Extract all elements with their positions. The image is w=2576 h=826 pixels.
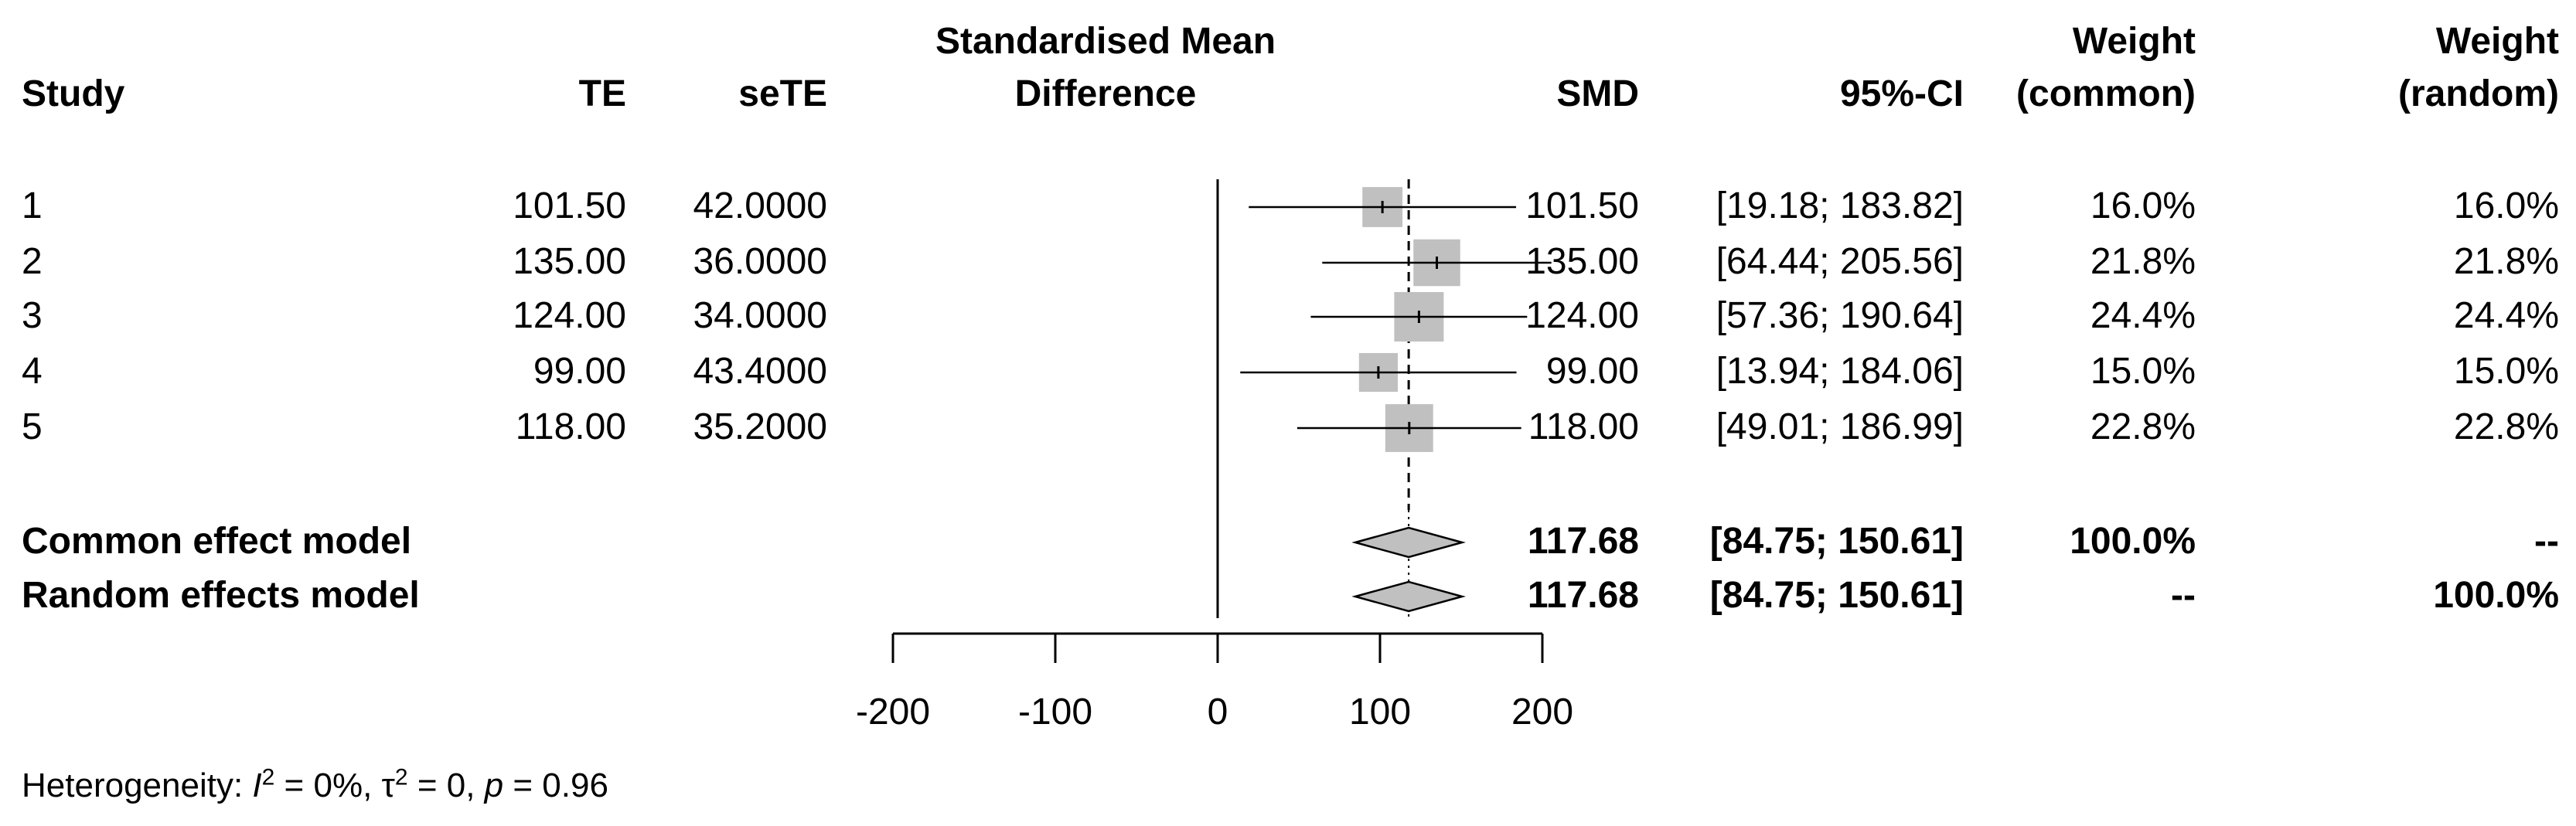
x-axis-tick-label: -100 [1017, 692, 1093, 733]
study-weight-common: 15.0% [2090, 351, 2196, 392]
model-weight-random: 100.0% [2433, 575, 2559, 616]
study-te: 99.00 [533, 351, 626, 392]
header-study: Study [22, 73, 125, 114]
study-smd: 118.00 [1528, 406, 1639, 447]
model-smd: 117.68 [1527, 575, 1639, 616]
header-plot-line1: Standardised Mean [935, 21, 1276, 62]
header-weight-random-line2: (random) [2398, 73, 2559, 114]
study-sete: 43.4000 [693, 351, 827, 392]
header-weight-common-line1: Weight [2072, 21, 2196, 62]
header-plot-line2: Difference [1014, 73, 1197, 114]
header-sete: seTE [738, 73, 827, 114]
study-label: 4 [22, 351, 43, 392]
study-sete: 35.2000 [693, 406, 827, 447]
study-ci: [19.18; 183.82] [1716, 185, 1964, 226]
study-smd: 135.00 [1525, 241, 1639, 282]
x-axis-tick-label: 200 [1511, 692, 1574, 733]
study-label: 1 [22, 185, 43, 226]
study-ci: [64.44; 205.56] [1716, 241, 1964, 282]
study-smd: 124.00 [1525, 295, 1639, 336]
study-label: 3 [22, 295, 43, 336]
header-smd: SMD [1556, 73, 1639, 114]
study-te: 101.50 [513, 185, 626, 226]
header-ci: 95%-CI [1839, 73, 1964, 114]
header-te: TE [578, 73, 626, 114]
study-te: 135.00 [513, 241, 626, 282]
study-weight-common: 24.4% [2090, 295, 2196, 336]
study-weight-random: 15.0% [2453, 351, 2559, 392]
study-label: 2 [22, 241, 43, 282]
header-weight-random-line1: Weight [2435, 21, 2559, 62]
model-smd: 117.68 [1527, 521, 1639, 562]
model-diamond [1351, 526, 1466, 559]
study-label: 5 [22, 406, 43, 447]
study-sete: 36.0000 [693, 241, 827, 282]
model-label: Random effects model [22, 575, 420, 616]
study-weight-random: 24.4% [2453, 295, 2559, 336]
study-te: 124.00 [513, 295, 626, 336]
study-weight-common: 22.8% [2090, 406, 2196, 447]
study-smd: 101.50 [1525, 185, 1639, 226]
study-weight-random: 16.0% [2453, 185, 2559, 226]
study-weight-random: 21.8% [2453, 241, 2559, 282]
header-weight-common-line2: (common) [2016, 73, 2196, 114]
x-axis-tick-label: 0 [1207, 692, 1228, 733]
model-ci: [84.75; 150.61] [1709, 575, 1964, 616]
model-weight-common: -- [2171, 575, 2196, 616]
model-label: Common effect model [22, 521, 412, 562]
model-diamond [1351, 580, 1466, 613]
model-ci: [84.75; 150.61] [1709, 521, 1964, 562]
study-smd: 99.00 [1545, 351, 1639, 392]
study-ci: [49.01; 186.99] [1716, 406, 1964, 447]
study-ci: [57.36; 190.64] [1716, 295, 1964, 336]
study-ci: [13.94; 184.06] [1716, 351, 1964, 392]
heterogeneity-text: Heterogeneity: I2 = 0%, τ2 = 0, p = 0.96 [22, 764, 608, 804]
study-weight-common: 16.0% [2090, 185, 2196, 226]
study-weight-random: 22.8% [2453, 406, 2559, 447]
model-weight-common: 100.0% [2070, 521, 2196, 562]
model-weight-random: -- [2534, 521, 2559, 562]
study-sete: 42.0000 [693, 185, 827, 226]
x-axis-tick-label: 100 [1348, 692, 1412, 733]
study-sete: 34.0000 [693, 295, 827, 336]
study-te: 118.00 [515, 406, 626, 447]
x-axis-tick-label: -200 [855, 692, 931, 733]
study-weight-common: 21.8% [2090, 241, 2196, 282]
